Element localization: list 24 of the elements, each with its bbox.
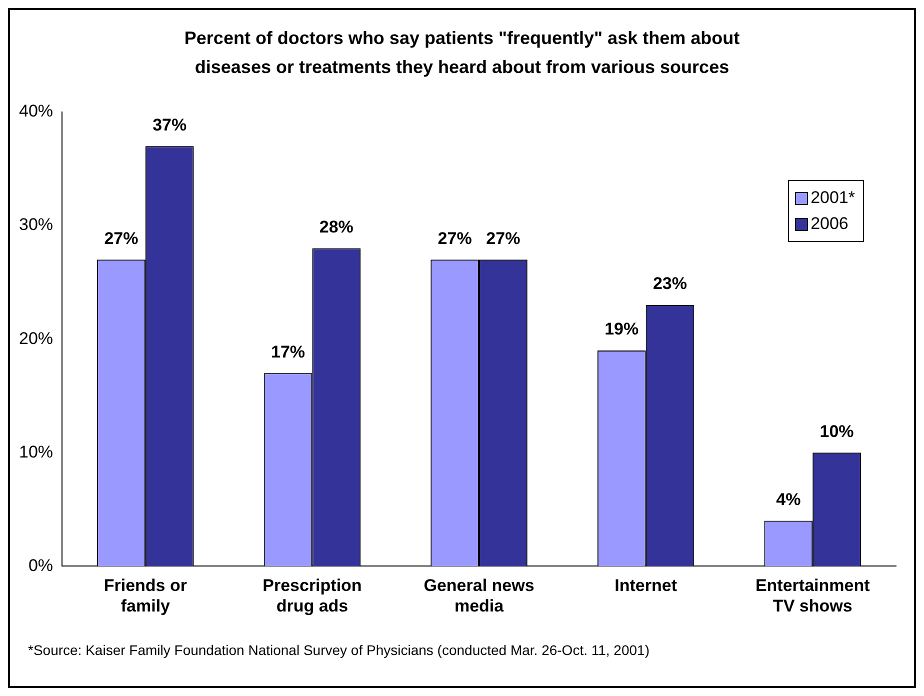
data-label: 10% <box>820 422 854 441</box>
data-label: 17% <box>271 342 306 362</box>
data-label: 37% <box>152 115 187 134</box>
y-tick-label: 10% <box>18 442 54 462</box>
data-label: 19% <box>604 320 639 339</box>
y-tick-label: 0% <box>28 556 54 575</box>
legend-label: 2001* <box>810 187 855 209</box>
x-tick-label: Prescription drug ads <box>262 576 362 616</box>
y-tick-label: 20% <box>18 328 54 348</box>
text: *Source: Kaiser Family Foundation National Survey of Physicians (conducted Mar. 26-Oct. 11, 2001) <box>28 642 650 658</box>
data-label: 27% <box>486 228 520 248</box>
y-tick-label: 40% <box>18 102 54 121</box>
x-tick-label: Internet <box>614 576 678 596</box>
data-label: 28% <box>319 217 354 236</box>
legend-label: 2006 <box>810 213 848 235</box>
data-label: 4% <box>776 490 801 509</box>
x-tick-label: General news media <box>424 576 534 616</box>
x-tick-label: Entertainment TV shows <box>755 576 870 616</box>
chart-title: Percent of doctors who say patients "frequently" ask them about diseases or treatments they heard about from various sources <box>183 27 741 79</box>
x-tick-label: Friends or family <box>104 576 188 616</box>
data-label: 23% <box>652 274 688 294</box>
data-label: 27% <box>438 228 472 248</box>
y-tick-label: 30% <box>18 215 54 234</box>
data-label: 27% <box>104 228 138 248</box>
